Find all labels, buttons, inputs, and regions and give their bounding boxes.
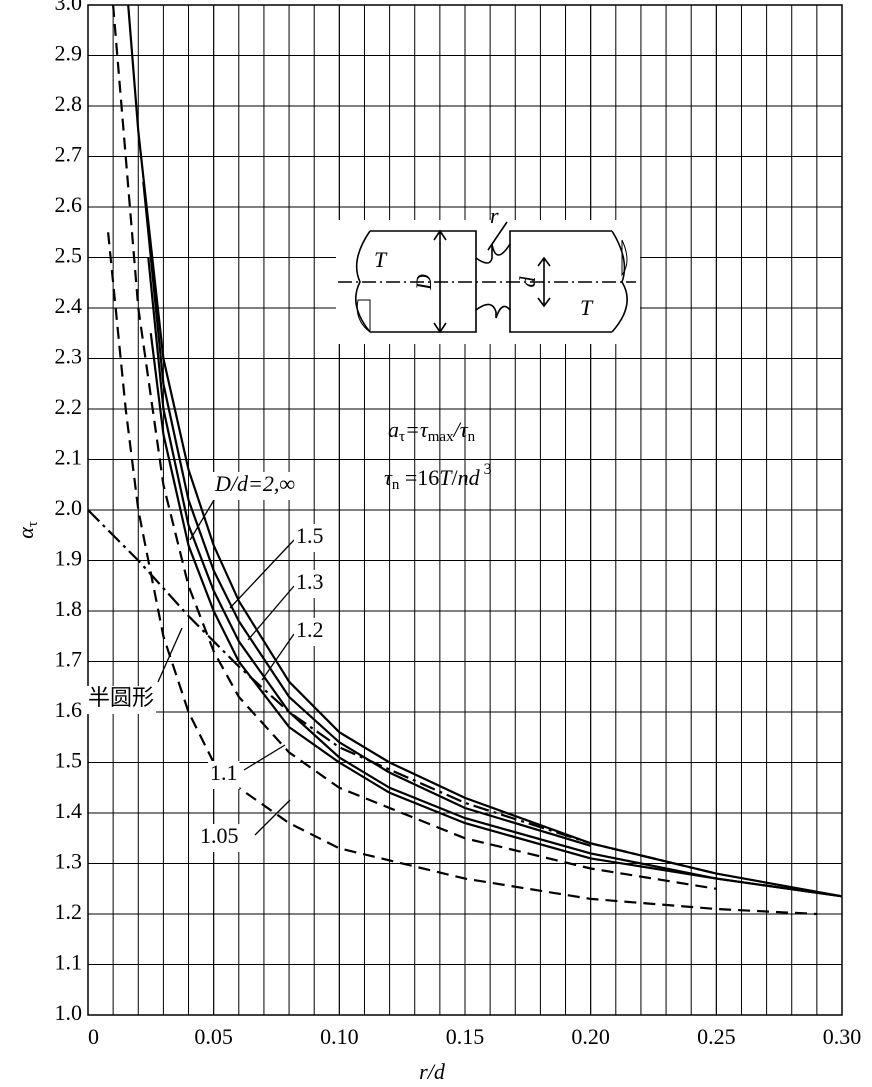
- diagram-label: T: [374, 247, 388, 272]
- y-label-sub: τ: [25, 521, 41, 527]
- y-tick-label: 2.6: [55, 192, 83, 217]
- curve-label: 1.2: [296, 617, 324, 642]
- leader-line: [243, 744, 286, 771]
- leader-line: [247, 585, 295, 641]
- shaft-outline: [370, 230, 612, 333]
- leader-line: [229, 539, 295, 609]
- dimension-arrows: [433, 221, 551, 334]
- formula-part: =16: [399, 465, 439, 490]
- formula: τn =16T/nd 3: [384, 461, 492, 494]
- x-tick-label: 0.15: [446, 1024, 485, 1049]
- y-tick-label: 1.1: [55, 950, 83, 975]
- y-tick-label: 1.0: [55, 1000, 83, 1025]
- formula-part: n: [392, 477, 400, 493]
- x-tick-label: 0.05: [194, 1024, 233, 1049]
- y-tick-label: 2.2: [55, 394, 83, 419]
- label-bg: [294, 570, 326, 598]
- curve-label: 1.05: [200, 823, 239, 848]
- y-tick-label: 2.7: [55, 142, 83, 167]
- diagram-label: d: [515, 276, 540, 288]
- x-tick-label: 0.10: [320, 1024, 359, 1049]
- curve-label: 1.5: [296, 523, 324, 548]
- x-tick-label: 0: [88, 1024, 99, 1049]
- label-bg: [294, 618, 326, 646]
- y-tick-label: 2.1: [55, 445, 83, 470]
- curve: [149, 333, 843, 898]
- x-tick-label: 0.30: [823, 1024, 862, 1049]
- formula-part: /: [452, 465, 459, 490]
- y-axis-label: ατ: [13, 521, 41, 539]
- shaft-ends: [354, 230, 628, 333]
- diagram-label: T: [580, 295, 594, 320]
- formula-part: T: [439, 465, 453, 490]
- y-tick-label: 1.9: [55, 546, 83, 571]
- curve-label: 半圆形: [88, 685, 154, 710]
- y-tick-label: 1.3: [55, 849, 83, 874]
- diagram-label: D: [411, 274, 436, 291]
- shaft-diagram: T D r d T: [336, 203, 640, 344]
- formula: aτ=τmax/τn: [388, 417, 476, 445]
- curve: [142, 181, 592, 847]
- curve: [87, 509, 717, 875]
- hatching: [356, 239, 628, 334]
- curve-label: 1.3: [296, 569, 324, 594]
- y-tick-label: 3.0: [55, 0, 83, 15]
- leader-line: [254, 799, 291, 836]
- curve: [147, 257, 843, 898]
- y-tick-label: 1.4: [55, 798, 83, 823]
- label-bg: [213, 472, 299, 500]
- formula-part: /τ: [452, 417, 469, 442]
- leader-line: [261, 633, 295, 681]
- formula-part: 3: [480, 461, 492, 478]
- formula-part: τ: [384, 465, 393, 490]
- formula-part: τ: [399, 429, 405, 445]
- y-tick-label: 1.5: [55, 748, 83, 773]
- y-tick-label: 2.8: [55, 91, 83, 116]
- curve-label: D/d=2,∞: [214, 471, 295, 496]
- x-axis-label: r/d: [419, 1059, 446, 1084]
- diagram-label: r: [490, 203, 499, 228]
- y-tick-label: 2.9: [55, 41, 83, 66]
- label-bg: [208, 761, 240, 789]
- label-bg: [198, 824, 241, 852]
- x-tick-label: 0.25: [697, 1024, 736, 1049]
- formula-part: max: [428, 429, 454, 445]
- y-tick-label: 2.0: [55, 495, 83, 520]
- formula-part: n: [468, 429, 476, 445]
- y-tick-label: 2.4: [55, 293, 83, 318]
- y-tick-label: 1.7: [55, 647, 83, 672]
- formula-part: =τ: [405, 417, 429, 442]
- y-tick-label: 1.8: [55, 596, 83, 621]
- formula-part: a: [388, 417, 399, 442]
- y-tick-label: 1.6: [55, 697, 83, 722]
- leader-line: [157, 627, 183, 683]
- label-bg: [294, 524, 326, 552]
- curve-label: 1.1: [210, 760, 238, 785]
- label-bg: [86, 686, 157, 714]
- y-label-main: α: [13, 527, 38, 539]
- formula-part: nd: [458, 465, 481, 490]
- y-tick-label: 1.2: [55, 899, 83, 924]
- x-tick-label: 0.20: [571, 1024, 610, 1049]
- y-tick-label: 2.3: [55, 344, 83, 369]
- y-tick-label: 2.5: [55, 243, 83, 268]
